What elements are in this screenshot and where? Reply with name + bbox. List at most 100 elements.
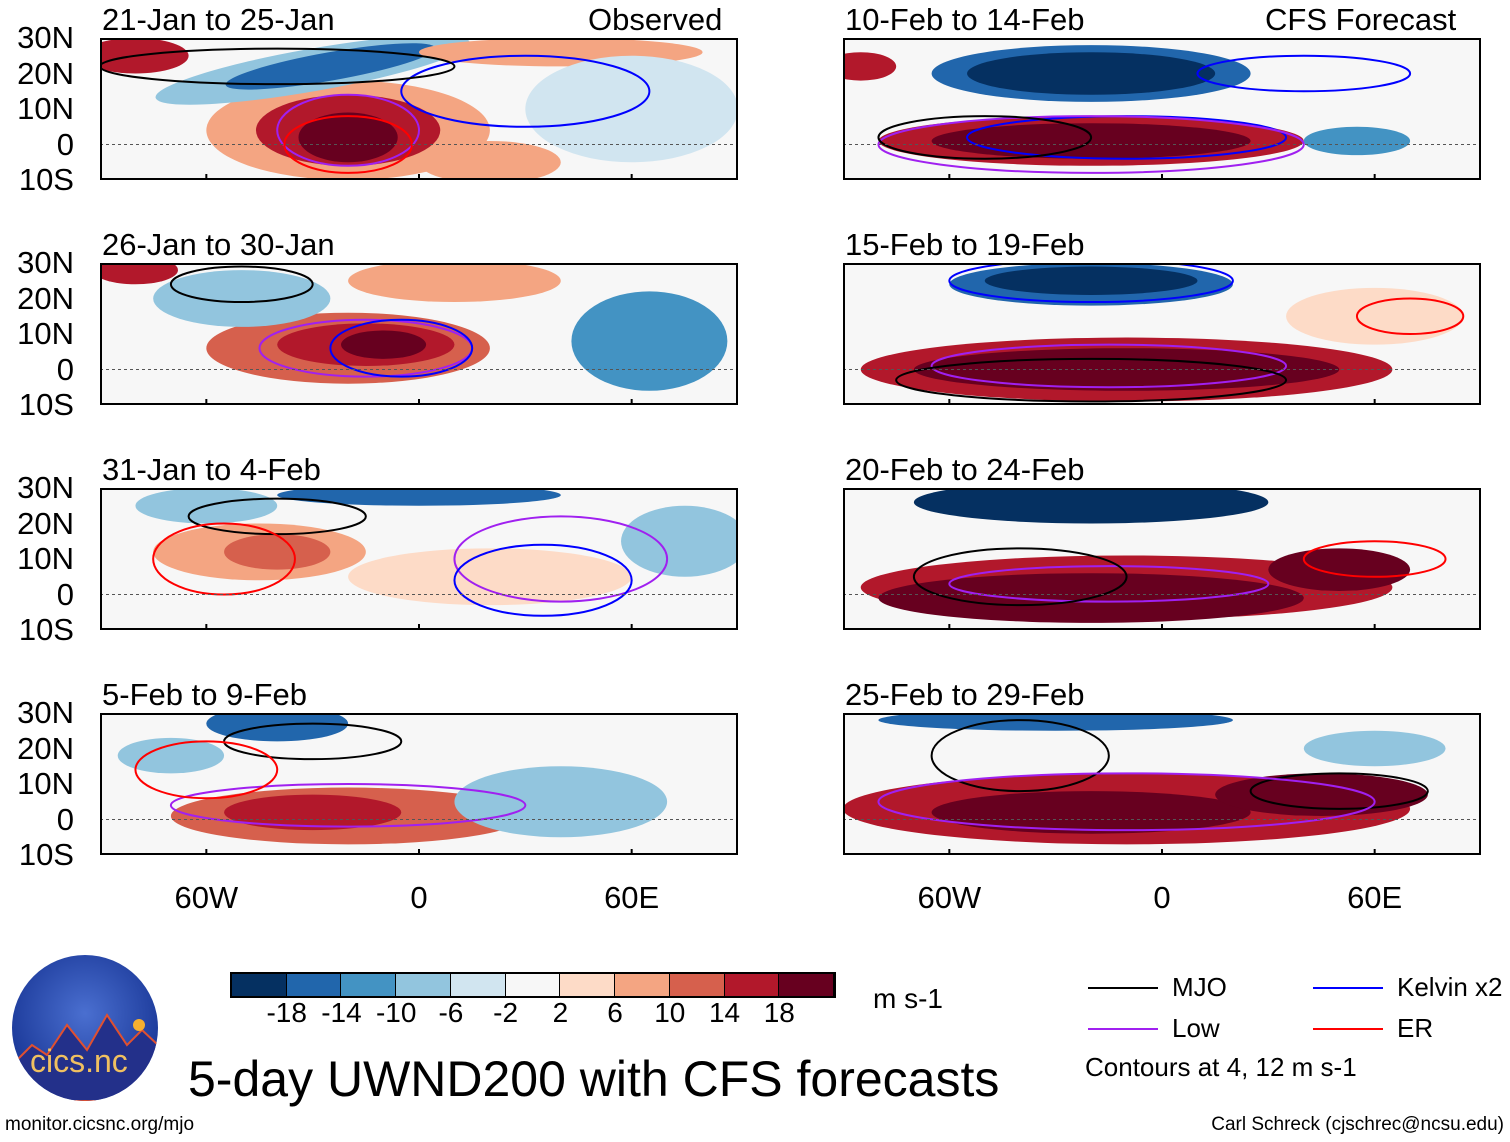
filtered-contour [169,783,527,828]
filtered-contour [877,772,1376,832]
lat-tick-label: 20N [17,730,74,766]
filtered-contour [1196,54,1412,93]
anomaly-shade [1303,126,1411,156]
lat-tick-label: 10N [17,766,74,801]
map-panel-5 [843,38,1481,180]
logo-text: cics.nc [30,1043,128,1079]
lat-tick-label: 0 [56,576,74,612]
panel-title: 5-Feb to 9-Feb [102,677,308,712]
anomaly-shade [913,488,1269,524]
legend-label: MJO [1172,972,1227,1002]
lon-tick-label: 60W [917,880,982,915]
colorbar-label: 14 [708,997,741,1028]
colorbar-swatch [724,974,780,996]
filtered-contour [134,740,279,800]
anomaly-shade [419,140,561,180]
colorbar-swatch [779,974,835,996]
anomaly-shade [224,534,331,570]
anomaly-shade [967,52,1216,95]
filtered-contour [948,263,1234,304]
panel-frame [100,488,738,630]
legend-line [1088,987,1158,989]
colorbar-label: -14 [321,997,362,1028]
lat-tick-label: 10S [18,387,74,422]
map-panel-6 [843,263,1481,405]
lat-tick-label: 10S [18,612,74,647]
panel-title: 31-Jan to 4-Feb [102,452,321,487]
lat-tick-label: 10S [18,162,74,197]
observed-header: Observed [588,2,723,37]
lat-tick-label: 0 [56,126,74,162]
anomaly-shade [1303,730,1446,767]
anomaly-shade [153,270,331,327]
lat-tick-label: 10N [17,541,74,576]
colorbar-label: -6 [438,997,464,1028]
lat-tick-label: 30N [17,20,74,55]
anomaly-shade [1286,287,1464,345]
figure-title: 5-day UWND200 with CFS forecasts [188,1051,1000,1107]
anomaly-shade [1268,548,1411,591]
anomaly-shade [348,548,632,606]
lon-tick-label: 60E [604,880,660,915]
cics-logo: cics.nc [12,955,158,1101]
colorbar-swatch [505,974,561,996]
colorbar-label: 6 [607,997,623,1028]
panel-frame [843,488,1481,630]
lat-tick-label: 10S [18,837,74,872]
colorbar-label: -10 [375,997,417,1028]
colorbar-swatch [341,974,397,996]
panel-frame [843,713,1481,855]
legend-label: Kelvin x2 [1397,972,1503,1002]
anomaly-shade [1215,773,1428,816]
legend-line [1313,1028,1383,1030]
panel-frame [100,263,738,405]
colorbar-swatch [560,974,616,996]
filtered-contour [948,565,1270,603]
filtered-contour [877,115,1305,174]
lat-tick-label: 30N [17,470,74,505]
filtered-contour [453,543,633,617]
panel-title: 15-Feb to 19-Feb [845,227,1085,262]
panel-frame [843,38,1481,180]
colorbar-label: 18 [763,997,795,1028]
filtered-contour [100,47,456,86]
lon-tick-label: 60E [1347,880,1403,915]
colorbar-swatch [396,974,451,996]
anomaly-shade [206,713,349,742]
colorbar-swatch [286,974,342,996]
filtered-contour [453,515,669,603]
lat-tick-label: 0 [56,351,74,387]
anomaly-shade [843,52,897,81]
anomaly-shade [100,38,189,74]
lon-tick-label: 60W [174,880,239,915]
lat-tick-label: 20N [17,505,74,541]
anomaly-shade [984,266,1198,295]
filtered-contour [187,497,367,536]
footer-url: monitor.cicsnc.org/mjo [5,1114,195,1135]
anomaly-shade [621,505,738,577]
map-panel-4 [100,713,738,855]
colorbar-label: 10 [654,997,686,1028]
filtered-contour [283,115,413,174]
lat-tick-label: 30N [17,245,74,280]
filtered-contour [930,343,1288,389]
map-panel-7 [843,488,1481,630]
map-panel-2 [100,263,738,405]
colorbar-label: -18 [266,997,307,1028]
legend-line [1088,1028,1158,1030]
anomaly-shade [341,330,427,359]
anomaly-shade [454,766,668,838]
anomaly-shade [100,263,178,285]
filtered-contour [1355,297,1465,335]
footer-author: Carl Schreck (cjschrec@ncsu.edu) [1211,1114,1504,1135]
anomaly-shade [298,112,398,163]
filtered-contour [1302,540,1447,578]
anomaly-shade [931,791,1251,834]
filtered-contour [152,522,296,596]
panel-title: 10-Feb to 14-Feb [845,2,1085,37]
lon-tick-label: 0 [1153,880,1171,915]
filtered-contour [276,93,420,167]
lat-tick-label: 10N [17,316,74,351]
panel-frame [100,713,738,855]
colorbar-swatch [450,974,506,996]
